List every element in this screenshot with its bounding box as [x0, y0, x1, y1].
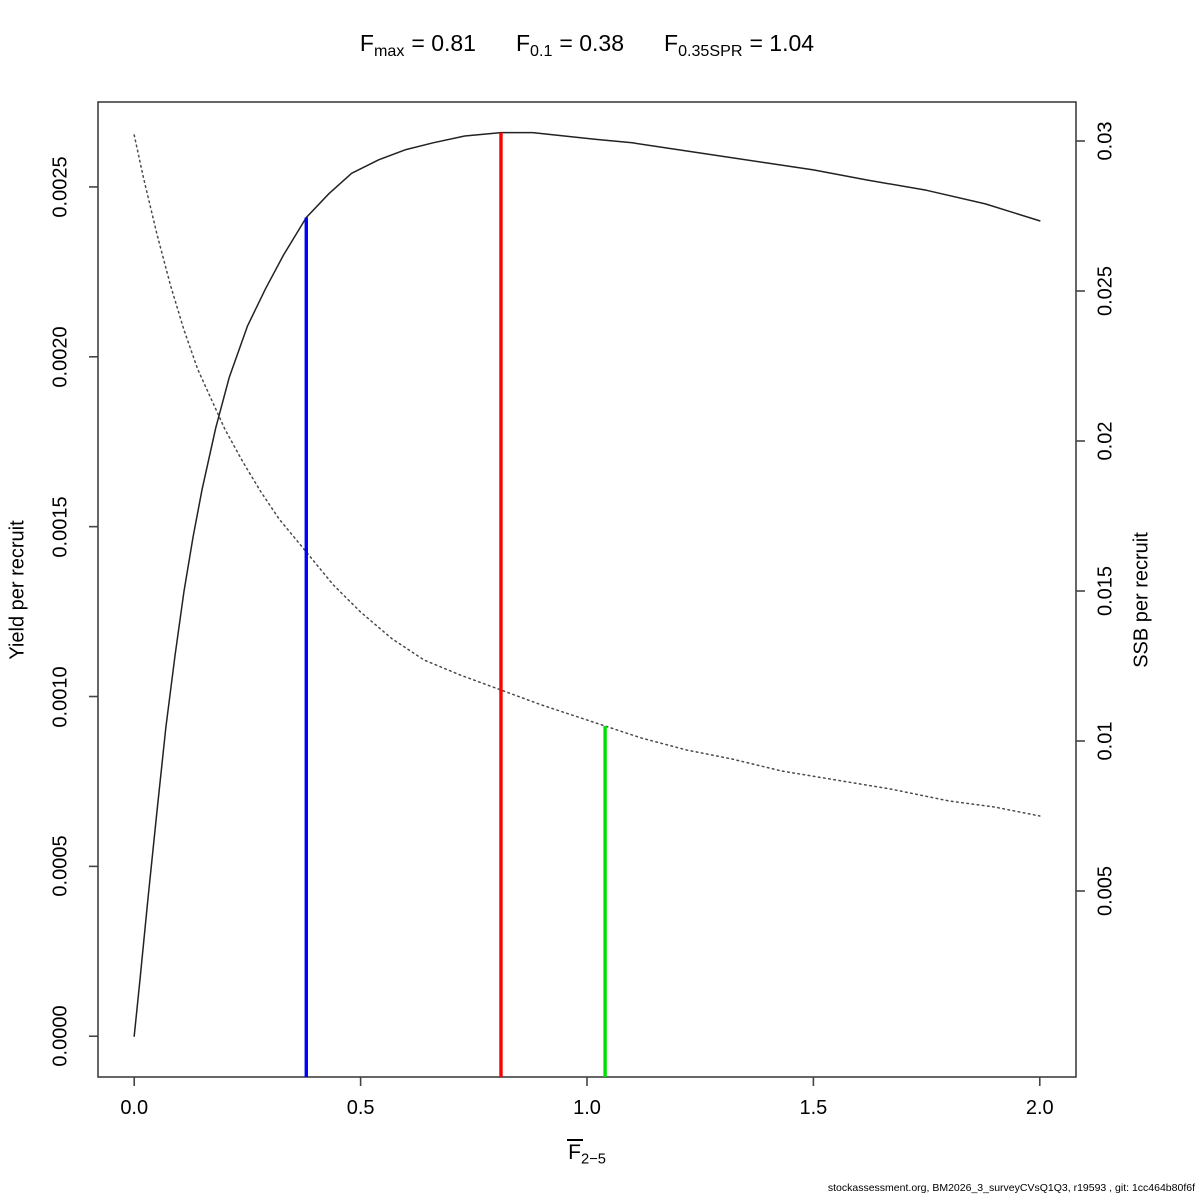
fmax-subscript: max — [373, 42, 405, 61]
f01-subscript: 0.1 — [530, 42, 553, 61]
fmax-number: = 0.81 — [411, 30, 476, 56]
f035spr-subscript: 0.35SPR — [678, 42, 743, 61]
f035spr-symbol: F — [664, 30, 679, 56]
y-left-tick-label-0.0025: 0.0025 — [49, 156, 72, 218]
plot-title: Fmax = 0.81 F0.1 = 0.38 F0.35SPR = 1.04 — [98, 30, 1076, 61]
yield-per-recruit-curve — [133, 131, 1041, 1037]
x-tick-label-0.0: 0.0 — [120, 1097, 149, 1119]
y-right-axis-title: SSB per recruit — [1130, 532, 1153, 668]
x-tick-label-1.0: 1.0 — [573, 1097, 601, 1119]
fbar-letter: F — [568, 1141, 581, 1164]
plot-box — [97, 101, 1077, 1078]
x-tick-label-0.5: 0.5 — [346, 1097, 375, 1119]
x-tick-label-2.0: 2.0 — [1025, 1097, 1054, 1119]
fmax-symbol: F — [359, 30, 374, 56]
f01-number: = 0.38 — [559, 30, 624, 56]
y-left-axis-title: Yield per recruit — [6, 520, 29, 660]
y-left-tick-label-0.0010: 0.0010 — [49, 665, 72, 728]
fmax-value: Fmax = 0.81 — [360, 30, 476, 61]
y-right-tick-label-0.005: 0.005 — [1094, 865, 1117, 917]
y-left-tick-label-0.0020: 0.0020 — [49, 326, 72, 388]
footer-attribution: stockassessment.org, BM2026_3_surveyCVsQ… — [827, 1182, 1195, 1194]
x-tick-label-1.5: 1.5 — [799, 1097, 828, 1119]
y-left-tick-label-0.0015: 0.0015 — [49, 496, 72, 558]
f035spr-value: F0.35SPR = 1.04 — [664, 30, 814, 61]
y-right-tick-label-0.025: 0.025 — [1094, 265, 1117, 317]
y-right-tick-label-0.015: 0.015 — [1094, 565, 1117, 617]
y-left-tick-label-0.0005: 0.0005 — [49, 835, 72, 897]
fbar-symbol: F — [567, 1139, 583, 1164]
y-left-tick-label-0.0000: 0.0000 — [49, 1005, 72, 1067]
ssb-per-recruit-curve — [133, 134, 1041, 817]
f01-value: F0.1 = 0.38 — [516, 30, 624, 61]
y-right-tick-label-0.01: 0.01 — [1094, 721, 1117, 761]
f035spr-number: = 1.04 — [749, 30, 815, 56]
y-right-tick-label-0.03: 0.03 — [1094, 121, 1117, 161]
y-right-tick-label-0.02: 0.02 — [1094, 421, 1117, 461]
fbar-subscript: 2−5 — [580, 1151, 606, 1168]
f01-symbol: F — [515, 30, 531, 56]
x-axis-label: F2−5 — [98, 1139, 1076, 1168]
